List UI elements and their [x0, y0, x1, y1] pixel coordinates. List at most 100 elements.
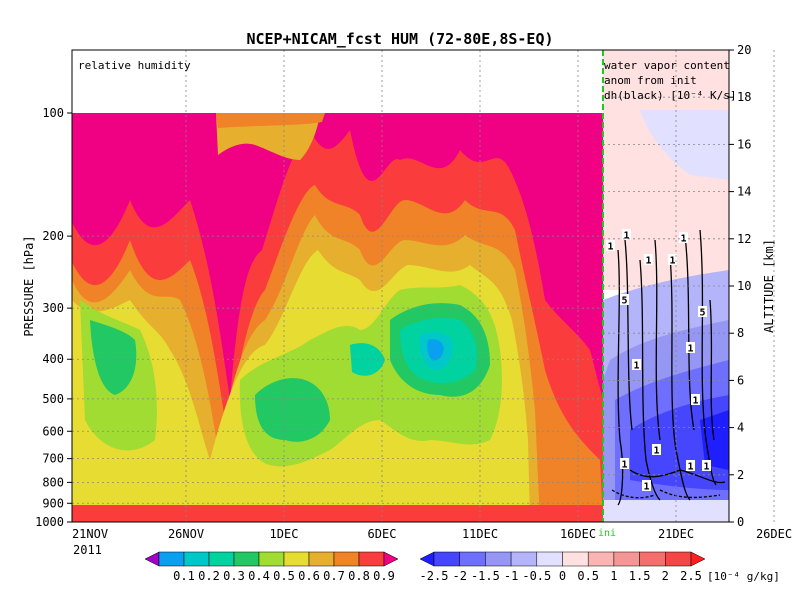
altitude-tick-label: 20 [737, 43, 751, 57]
colorbar-label: 2.5 [680, 569, 702, 583]
colorbar-anomaly: -2.5 -2 -1.5 -1 -0.5 0 0.5 1 1.5 2 2.5 [419, 551, 706, 583]
pressure-tick-label: 800 [42, 475, 64, 489]
humidity-band-surface [72, 505, 603, 522]
x-tick-label: 26NOV [168, 527, 204, 541]
colorbar-label: 0.5 [577, 569, 599, 583]
heating-contours [611, 229, 726, 506]
anomaly-deepblue [700, 410, 729, 470]
colorbar-swatch [308, 551, 335, 567]
colorbar-label: 0 [559, 569, 566, 583]
colorbar-label: -0.5 [522, 569, 551, 583]
colorbar-label: 0.3 [223, 569, 245, 583]
colorbar-swatch [158, 551, 185, 567]
colorbar-humidity: 0.1 0.2 0.3 0.4 0.5 0.6 0.7 0.8 0.9 [144, 551, 399, 583]
pressure-tick-label: 100 [42, 106, 64, 120]
humidity-band-top-orange [216, 113, 325, 128]
colorbar-label: 1.5 [629, 569, 651, 583]
altitude-tick-label: 18 [737, 90, 751, 104]
altitude-tick-label: 16 [737, 137, 751, 151]
colorbar-swatch [485, 551, 512, 567]
altitude-tick-label: 4 [737, 421, 744, 435]
x-tick-label: 26DEC [756, 527, 792, 541]
altitude-tick-labels: 0 2 4 6 8 10 12 14 16 18 20 [729, 43, 751, 529]
right-panel-label-2: anom from init [604, 74, 697, 87]
x-tick-label: 11DEC [462, 527, 498, 541]
pressure-tick-label: 400 [42, 352, 64, 366]
pressure-tick-labels: 100 200 300 400 500 600 700 800 900 1000 [35, 106, 72, 529]
colorbar-label: 0.4 [248, 569, 270, 583]
colorbar-label: 2 [662, 569, 669, 583]
contour-label: 1 [703, 462, 709, 473]
contour-label: 1 [687, 344, 693, 355]
colorbar-label: 0.6 [298, 569, 320, 583]
colorbar-swatch [283, 551, 310, 567]
contour-label: 1 [621, 460, 627, 471]
colorbar-label: 0.9 [373, 569, 395, 583]
right-panel-label-1: water vapor content [604, 59, 730, 72]
colorbar-label: 0.8 [348, 569, 370, 583]
colorbar-swatch [333, 551, 360, 567]
left-panel-label: relative humidity [78, 59, 191, 72]
pressure-tick-label: 700 [42, 452, 64, 466]
gridlines [72, 50, 775, 522]
chart-title: NCEP+NICAM_fcst HUM (72-80E,8S-EQ) [246, 30, 553, 48]
anomaly-upper-lavender [640, 110, 729, 180]
contour-label: 1 [692, 396, 698, 407]
colorbar-label: 0.7 [323, 569, 345, 583]
contour-label: 5 [699, 308, 705, 319]
pressure-tick-label: 500 [42, 392, 64, 406]
colorbar-swatch [208, 551, 235, 567]
contour-label: 1 [643, 482, 649, 493]
right-panel-label-3: dh(black) [10⁻⁴ K/s] [604, 89, 736, 102]
colorbar-swatch [258, 551, 285, 567]
altitude-tick-label: 6 [737, 373, 744, 387]
pressure-tick-label: 900 [42, 496, 64, 510]
colorbar-swatch [613, 551, 640, 567]
x-tick-label: 6DEC [368, 527, 397, 541]
x-tick-labels: 21NOV 26NOV 1DEC 6DEC 11DEC 16DEC 21DEC 26DEC [72, 527, 792, 541]
pressure-tick-label: 300 [42, 301, 64, 315]
colorbar-label: 0.5 [273, 569, 295, 583]
contour-label: 1 [653, 446, 659, 457]
contour-label: 1 [607, 242, 613, 253]
humidity-band-blue [427, 339, 444, 361]
colorbar-swatch [562, 551, 589, 567]
colorbar-label: 0.1 [173, 569, 195, 583]
altitude-tick-label: 14 [737, 185, 751, 199]
humidity-band-green [90, 303, 490, 442]
x-tick-label: 21NOV [72, 527, 108, 541]
x-tick-label: 1DEC [270, 527, 299, 541]
colorbar-swatch [510, 551, 538, 567]
colorbar-swatch [587, 551, 615, 567]
altitude-tick-label: 0 [737, 515, 744, 529]
colorbar-swatch [536, 551, 563, 567]
year-label: 2011 [73, 543, 102, 557]
pressure-tick-label: 200 [42, 229, 64, 243]
colorbar-label: 1 [610, 569, 617, 583]
colorbar-label: -2.5 [420, 569, 449, 583]
contour-label: 1 [669, 256, 675, 267]
humidity-panel [72, 50, 603, 522]
y-axis-right-label: ALTITUDE [km] [762, 239, 776, 333]
colorbar-label: -1.5 [471, 569, 500, 583]
colorbar-swatch [459, 551, 486, 567]
pressure-tick-label: 1000 [35, 515, 64, 529]
altitude-tick-label: 10 [737, 279, 751, 293]
colorbar-swatch [358, 551, 385, 567]
x-tick-label: 16DEC [560, 527, 596, 541]
colorbar-swatch [183, 551, 210, 567]
anomaly-surface [603, 500, 729, 522]
contour-label: 1 [623, 231, 629, 242]
colorbar-swatch [233, 551, 260, 567]
x-tick-label: 21DEC [658, 527, 694, 541]
humidity-band-teal [350, 318, 477, 383]
pressure-tick-label: 600 [42, 424, 64, 438]
contour-label: 5 [621, 296, 627, 307]
colorbar-swatch [665, 551, 692, 567]
altitude-tick-label: 8 [737, 326, 744, 340]
init-label: ini [598, 528, 616, 539]
